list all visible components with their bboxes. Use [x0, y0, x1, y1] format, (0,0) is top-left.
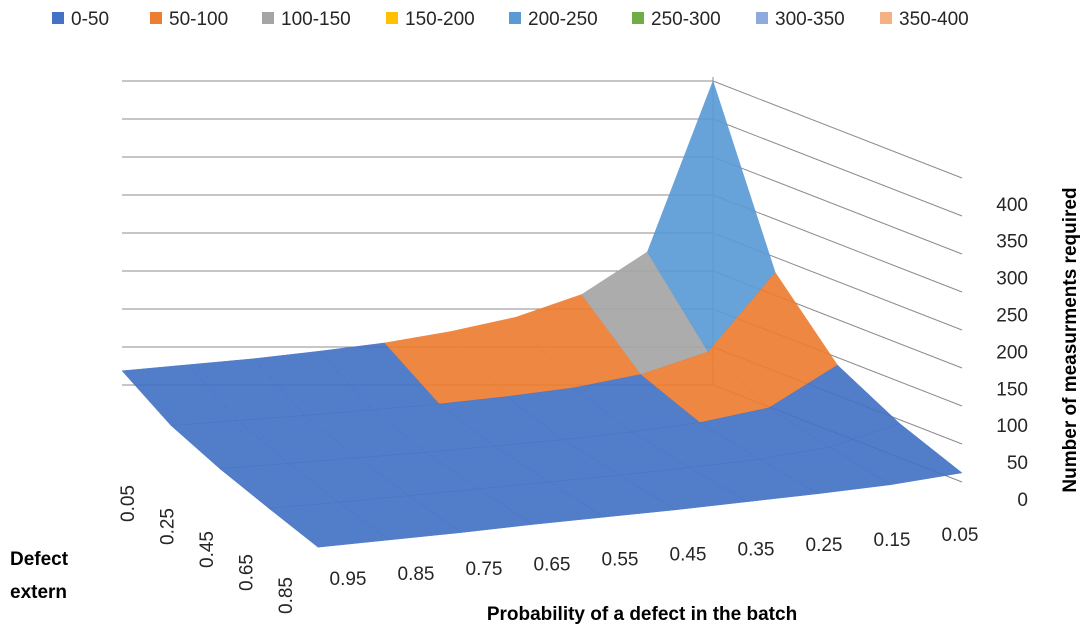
legend-label: 100-150: [281, 9, 351, 30]
x-tick-label: 0.15: [874, 530, 911, 551]
x-axis-title: Probability of a defect in the batch: [487, 604, 797, 625]
gridline-side: [712, 118, 963, 217]
z-tick-label: 200: [996, 342, 1028, 363]
x-tick-label: 0.95: [330, 569, 367, 590]
gridline-side: [712, 80, 963, 179]
z-axis-title: Number of measurments required: [1060, 187, 1081, 492]
legend-swatch-250-300: [632, 12, 644, 24]
legend-label: 50-100: [169, 9, 228, 30]
z-tick-label: 400: [996, 195, 1028, 216]
legend: 0-50 50-100 100-150 150-200 200-250 250-300 30…: [52, 9, 969, 30]
x-tick-label: 0.85: [398, 564, 435, 585]
x-tick-label: 0.75: [466, 559, 503, 580]
legend-swatch-200-250: [509, 12, 521, 24]
x-tick-label: 0.35: [738, 540, 775, 561]
z-tick-label: 50: [1007, 453, 1028, 474]
x-axis-ticks: 0.95 0.85 0.75 0.65 0.55 0.45 0.35 0.25 0.15 0.05: [330, 525, 979, 590]
z-tick-label: 100: [996, 416, 1028, 437]
legend-swatch-150-200: [386, 12, 398, 24]
depth-tick-label: 0.85: [276, 577, 297, 614]
depth-axis-title-line2: extern: [10, 582, 67, 603]
surface-patch: [829, 423, 963, 486]
z-tick-label: 300: [996, 269, 1028, 290]
gridline-side: [712, 156, 963, 255]
depth-tick-label: 0.05: [118, 485, 139, 522]
legend-label: 250-300: [651, 9, 721, 30]
legend-label: 200-250: [528, 9, 598, 30]
z-tick-label: 250: [996, 306, 1028, 327]
legend-swatch-300-350: [756, 12, 768, 24]
legend-label: 0-50: [71, 9, 109, 30]
depth-axis-title-line1: Defect: [10, 549, 69, 570]
legend-swatch-0-50: [52, 12, 64, 24]
x-tick-label: 0.25: [806, 535, 843, 556]
legend-swatch-350-400: [880, 12, 892, 24]
depth-axis-ticks: 0.05 0.25 0.45 0.65 0.85: [118, 485, 297, 614]
z-tick-label: 150: [996, 379, 1028, 400]
x-tick-label: 0.65: [534, 554, 571, 575]
depth-tick-label: 0.45: [197, 531, 218, 568]
depth-tick-label: 0.25: [158, 508, 179, 545]
z-tick-label: 0: [1017, 490, 1028, 511]
surface-plot: [121, 80, 963, 548]
legend-label: 150-200: [405, 9, 475, 30]
z-tick-label: 350: [996, 232, 1028, 253]
legend-swatch-50-100: [150, 12, 162, 24]
z-axis-ticks: 0 50 100 150 200 250 300 350 400: [996, 195, 1028, 511]
x-tick-label: 0.05: [942, 525, 979, 546]
legend-label: 350-400: [899, 9, 969, 30]
x-tick-label: 0.55: [602, 549, 639, 570]
depth-tick-label: 0.65: [237, 554, 258, 591]
legend-swatch-100-150: [262, 12, 274, 24]
legend-label: 300-350: [775, 9, 845, 30]
x-tick-label: 0.45: [670, 545, 707, 566]
